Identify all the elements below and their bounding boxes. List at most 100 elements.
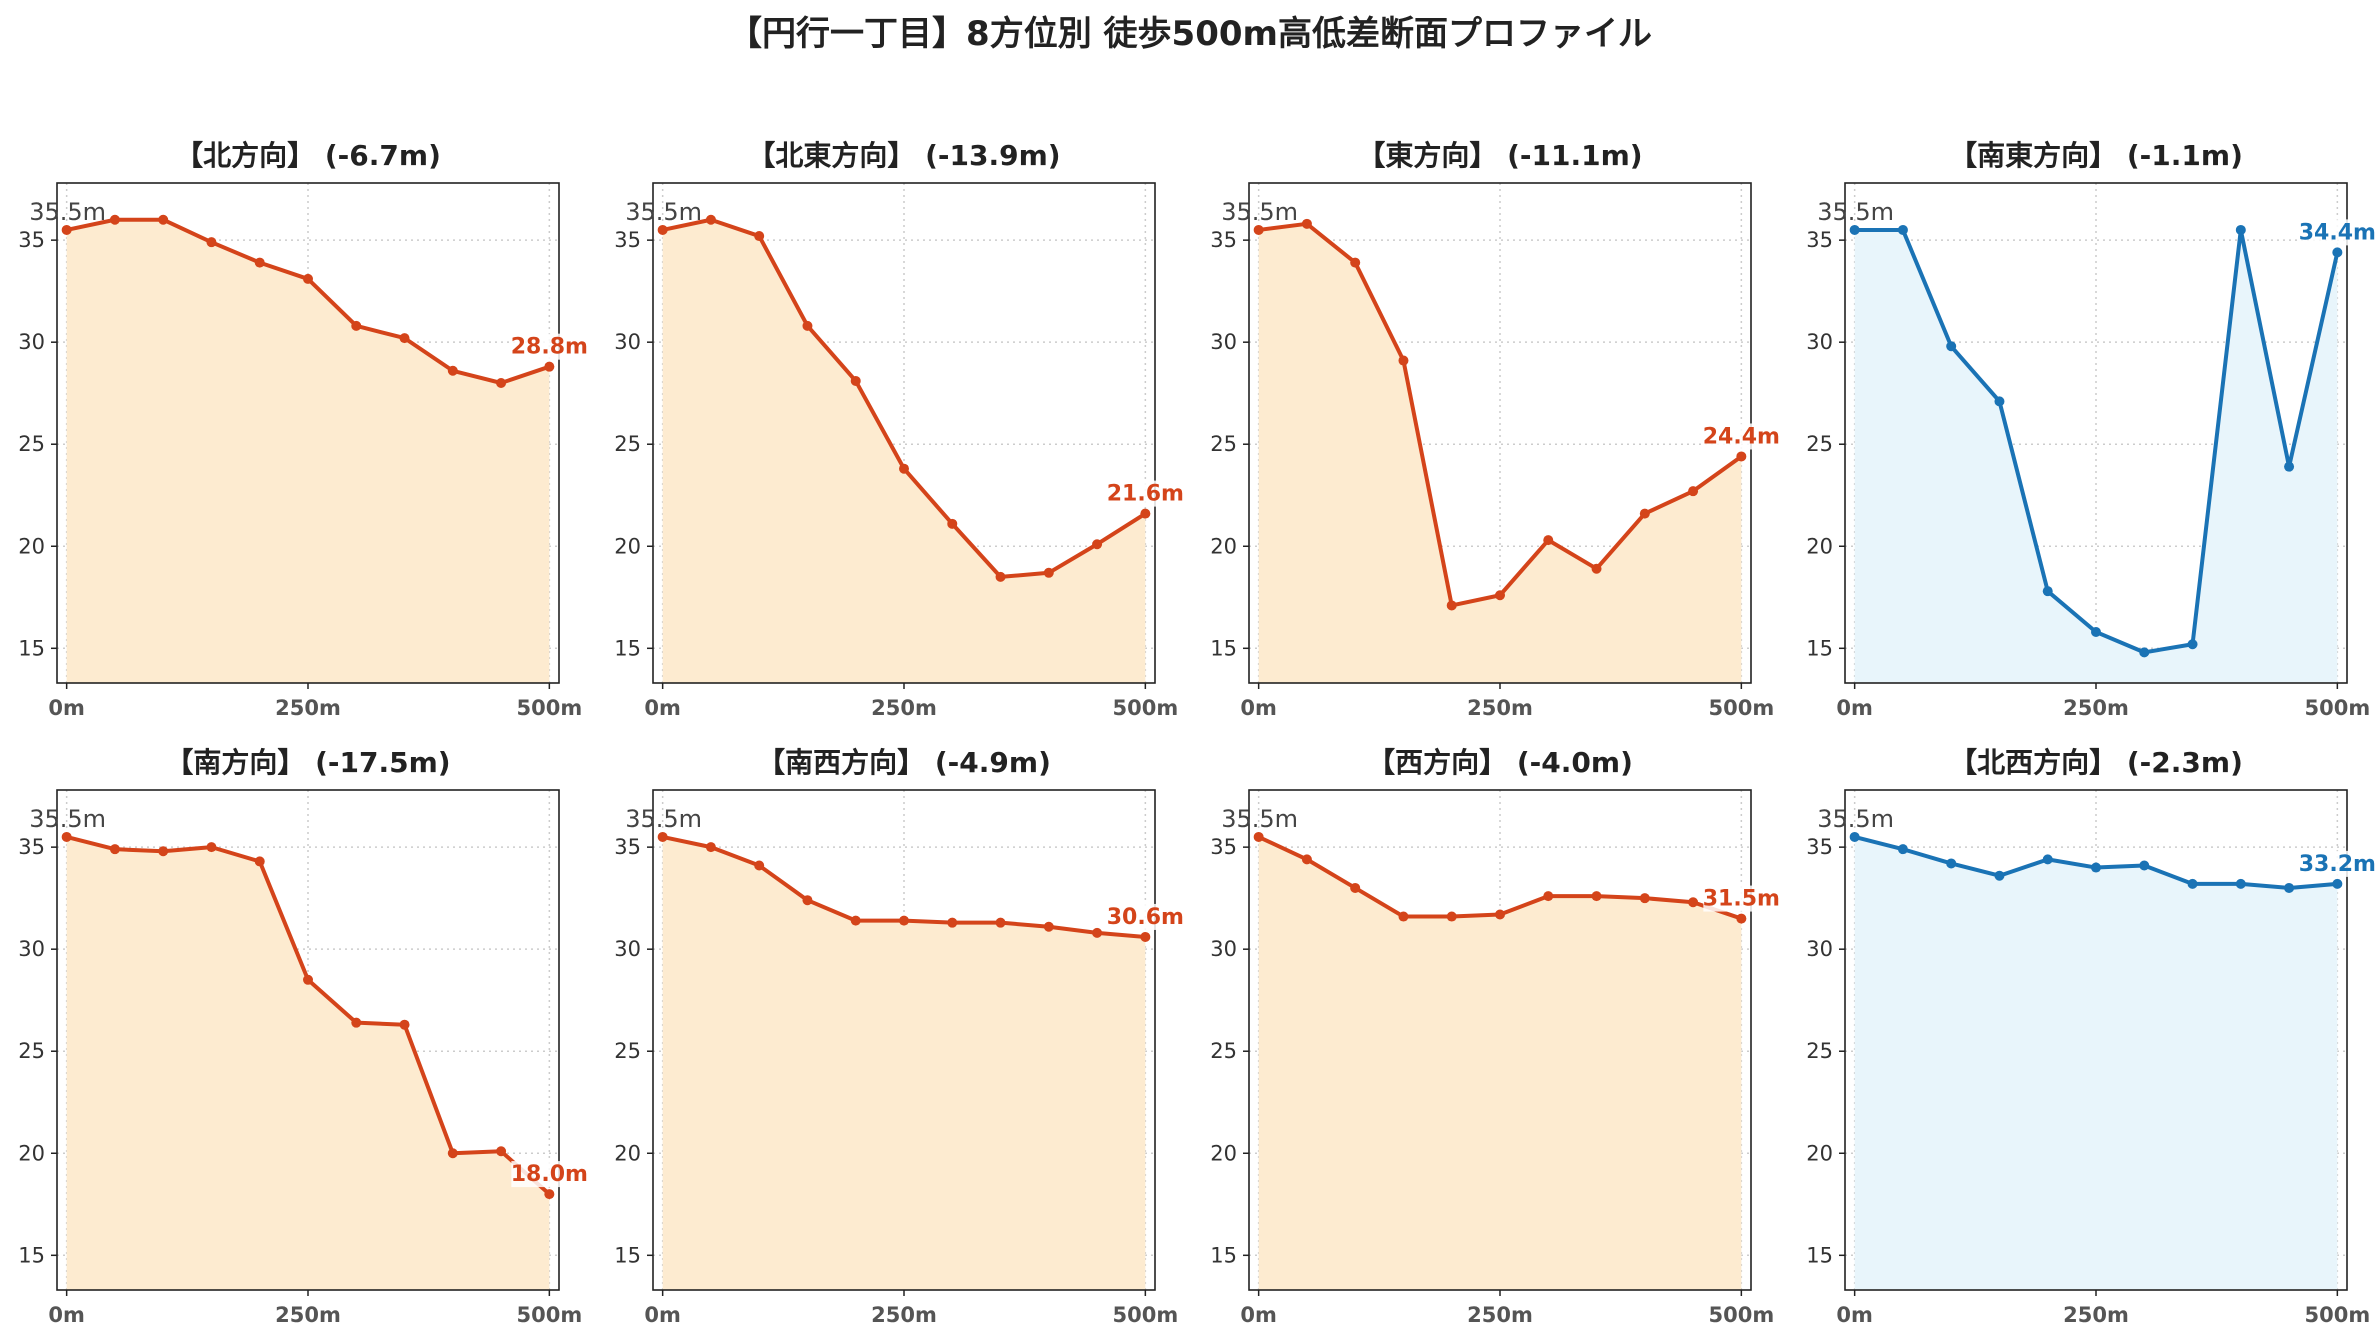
y-tick-label: 30	[1210, 330, 1237, 354]
data-point	[1301, 218, 1312, 229]
data-point	[705, 214, 716, 225]
start-elevation-label: 35.5m	[29, 805, 106, 833]
y-tick-label: 30	[614, 330, 641, 354]
data-point	[2187, 878, 2198, 889]
data-point	[850, 375, 861, 386]
panel-title: 【南西方向】 (-4.9m)	[757, 746, 1051, 779]
data-point	[850, 915, 861, 926]
data-point	[2187, 639, 2198, 650]
x-tick-label: 250m	[2063, 1303, 2129, 1327]
area-fill	[1854, 836, 2338, 1290]
end-elevation-label: 30.6m	[1107, 905, 1184, 930]
end-label-background	[1703, 423, 1780, 450]
y-tick-label: 15	[614, 1243, 641, 1267]
data-point	[1849, 224, 1860, 235]
y-tick-label: 25	[614, 432, 641, 456]
end-elevation-label: 33.2m	[2299, 852, 2376, 877]
x-tick-label: 0m	[644, 696, 681, 720]
data-point	[2235, 878, 2246, 889]
x-tick-label: 0m	[1240, 696, 1277, 720]
data-point	[1140, 508, 1151, 519]
panel-title: 【西方向】 (-4.0m)	[1367, 746, 1633, 779]
y-tick-label: 20	[1806, 534, 1833, 558]
data-point	[1849, 831, 1860, 842]
end-label-background	[511, 1161, 588, 1188]
data-point	[705, 842, 716, 853]
y-tick-label: 15	[1210, 636, 1237, 660]
x-tick-label: 500m	[1112, 1303, 1178, 1327]
area-fill	[662, 836, 1146, 1290]
data-point	[447, 365, 458, 376]
data-point	[1639, 893, 1650, 904]
y-tick-label: 35	[614, 228, 641, 252]
panel-title: 【東方向】 (-11.1m)	[1357, 139, 1642, 172]
end-elevation-label: 34.4m	[2299, 220, 2376, 245]
data-point	[206, 237, 217, 248]
data-point	[802, 895, 813, 906]
x-tick-label: 250m	[1467, 696, 1533, 720]
end-elevation-label: 28.8m	[511, 335, 588, 360]
y-tick-label: 30	[1806, 330, 1833, 354]
data-point	[544, 1189, 555, 1200]
data-point	[351, 1017, 362, 1028]
data-point	[399, 1019, 410, 1030]
y-tick-label: 20	[18, 1141, 45, 1165]
data-point	[1946, 341, 1957, 352]
data-point	[109, 214, 120, 225]
data-point	[2139, 860, 2150, 871]
data-point	[399, 333, 410, 344]
area-fill	[66, 836, 550, 1290]
data-point	[1446, 911, 1457, 922]
data-point	[995, 571, 1006, 582]
y-tick-label: 15	[18, 636, 45, 660]
data-point	[899, 463, 909, 474]
panel-title: 【南方向】 (-17.5m)	[165, 746, 450, 779]
data-point	[1043, 921, 1054, 932]
x-tick-label: 250m	[275, 696, 341, 720]
start-elevation-label: 35.5m	[1817, 805, 1894, 833]
panel-title: 【南東方向】 (-1.1m)	[1949, 139, 2243, 172]
data-point	[1736, 913, 1747, 924]
data-point	[2091, 626, 2101, 637]
data-point	[61, 831, 72, 842]
start-elevation-label: 35.5m	[1221, 805, 1298, 833]
data-point	[802, 320, 813, 331]
end-label-background	[1703, 885, 1780, 912]
data-point	[1495, 590, 1505, 601]
x-tick-label: 500m	[1112, 696, 1178, 720]
x-tick-label: 250m	[1467, 1303, 1533, 1327]
end-elevation-label: 18.0m	[511, 1162, 588, 1187]
data-point	[1897, 844, 1908, 855]
y-tick-label: 20	[1806, 1141, 1833, 1165]
data-point	[496, 378, 507, 388]
figure-title: 【円行一丁目】8方位別 徒歩500m高低差断面プロファイル	[728, 14, 1652, 54]
data-point	[754, 231, 765, 242]
end-label-background	[2299, 219, 2376, 246]
y-tick-label: 25	[1806, 1039, 1833, 1063]
data-point	[2284, 882, 2295, 893]
y-tick-label: 35	[18, 835, 45, 859]
x-tick-label: 250m	[871, 1303, 937, 1327]
y-tick-label: 35	[1806, 835, 1833, 859]
x-tick-label: 500m	[2304, 1303, 2370, 1327]
data-point	[2042, 854, 2053, 865]
data-point	[1350, 257, 1361, 268]
x-tick-label: 0m	[644, 1303, 681, 1327]
data-point	[1043, 567, 1054, 578]
data-point	[657, 224, 668, 235]
data-point	[2235, 224, 2246, 235]
y-tick-label: 20	[614, 534, 641, 558]
data-point	[1253, 224, 1264, 235]
y-tick-label: 30	[18, 937, 45, 961]
data-point	[947, 917, 958, 928]
y-tick-label: 35	[614, 835, 641, 859]
panel-4: 【南方向】 (-17.5m) 15 20 25 30 35 0m 250m 500m 35.5m 1…	[18, 746, 588, 1327]
start-elevation-label: 35.5m	[1817, 198, 1894, 226]
y-tick-label: 30	[18, 330, 45, 354]
x-tick-label: 500m	[516, 1303, 582, 1327]
data-point	[1140, 931, 1151, 942]
x-tick-label: 250m	[2063, 696, 2129, 720]
y-tick-label: 25	[1210, 432, 1237, 456]
end-elevation-label: 24.4m	[1703, 424, 1780, 449]
